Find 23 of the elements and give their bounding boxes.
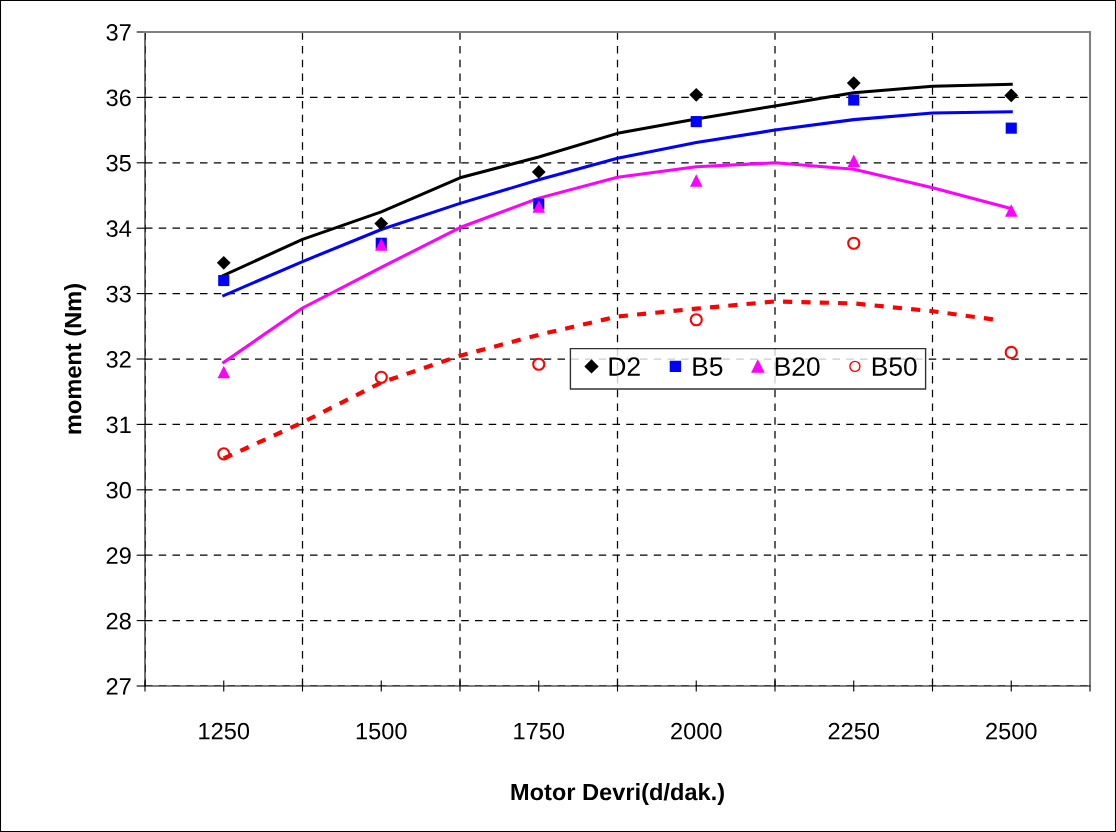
y-tick-label: 29 — [106, 547, 131, 564]
x-tick-label: 1500 — [356, 722, 407, 740]
y-tick-label: 36 — [106, 89, 131, 107]
y-axis-title: moment (Nm) — [64, 284, 87, 434]
y-tick-label: 32 — [106, 351, 131, 368]
x-axis-title: Motor Devri(d/dak.) — [511, 783, 724, 806]
y-tick-label: 33 — [106, 285, 131, 303]
y-tick-label: 37 — [106, 24, 131, 41]
y-tick-label: 27 — [106, 678, 131, 695]
x-tick-label: 1250 — [199, 722, 250, 740]
y-tick-label: 31 — [106, 416, 131, 434]
legend-label: D2 — [609, 357, 640, 376]
x-tick-label: 1750 — [514, 722, 565, 740]
x-tick-label: 2500 — [986, 722, 1037, 740]
legend-label: B50 — [872, 357, 917, 376]
legend-label: B5 — [693, 357, 723, 376]
y-tick-label: 34 — [106, 220, 132, 237]
legend-label: B20 — [775, 357, 820, 376]
y-tick-label: 30 — [106, 481, 131, 499]
y-tick-label: 35 — [106, 154, 131, 172]
y-tick-label: 28 — [106, 612, 131, 630]
x-tick-label: 2250 — [828, 722, 880, 740]
x-tick-label: 2000 — [671, 722, 722, 740]
